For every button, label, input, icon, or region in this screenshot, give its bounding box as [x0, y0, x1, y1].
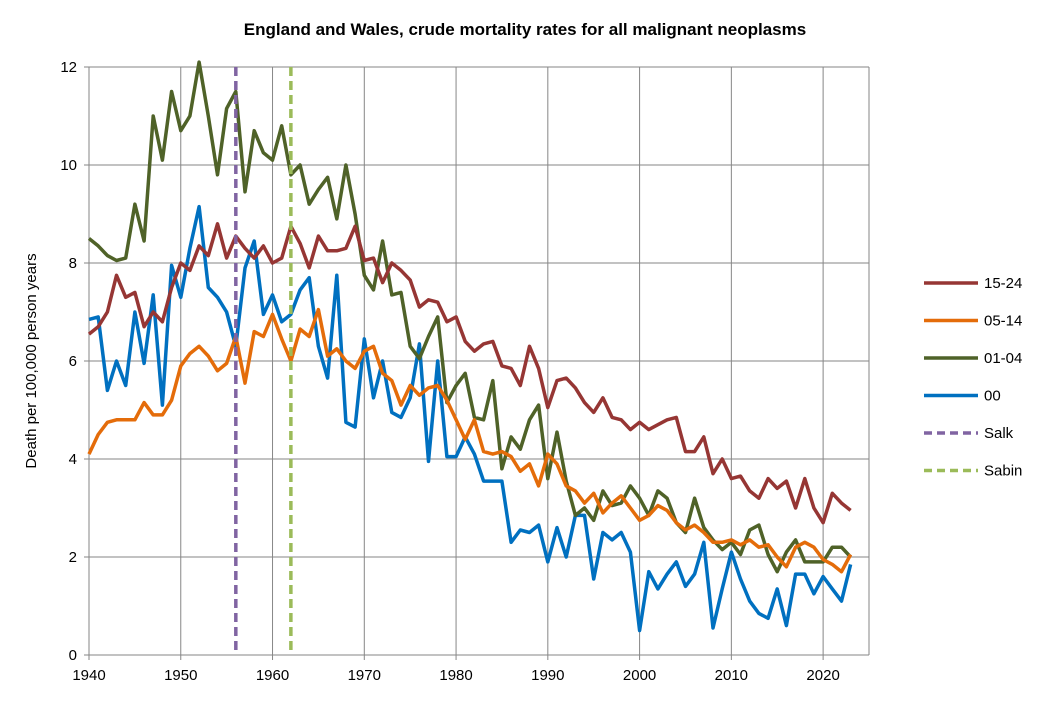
- vertical-markers: [234, 67, 293, 655]
- legend-label-15-24: 15-24: [984, 275, 1022, 292]
- y-tick-label: 8: [69, 255, 77, 272]
- x-tick-label: 1960: [256, 667, 289, 684]
- y-tick-labels: 0 2 4 6 8 10 12: [60, 59, 77, 664]
- y-tick-label: 0: [69, 647, 77, 664]
- x-tick-label: 1990: [531, 667, 564, 684]
- x-tick-label: 1970: [348, 667, 381, 684]
- series-lines: [87, 60, 853, 633]
- legend-label-05-14: 05-14: [984, 313, 1022, 330]
- x-tick-label: 2020: [806, 667, 839, 684]
- y-axis-label: Death per 100,000 person years: [23, 253, 40, 468]
- x-tick-label: 1940: [72, 667, 105, 684]
- x-tick-label: 1950: [164, 667, 197, 684]
- y-tick-label: 10: [60, 157, 77, 174]
- legend-label-00: 00: [984, 388, 1001, 405]
- x-tick-label: 2010: [715, 667, 748, 684]
- y-tick-label: 12: [60, 59, 77, 76]
- legend-label-01-04: 01-04: [984, 350, 1022, 367]
- legend-label-salk: Salk: [984, 425, 1014, 442]
- y-tick-label: 2: [69, 549, 77, 566]
- legend-label-sabin: Sabin: [984, 463, 1022, 480]
- axes: [84, 66, 869, 660]
- series-line-01-04: [87, 60, 852, 574]
- y-tick-label: 6: [69, 353, 77, 370]
- y-tick-label: 4: [69, 451, 77, 468]
- series-line-15-24: [87, 222, 852, 525]
- gridlines: [88, 66, 870, 656]
- legend: 15-24 05-14 01-04 00 Salk Sabin: [924, 275, 1022, 480]
- chart-title: England and Wales, crude mortality rates…: [244, 20, 806, 39]
- x-tick-label: 2000: [623, 667, 656, 684]
- series-line-00: [88, 204, 853, 633]
- x-tick-label: 1980: [439, 667, 472, 684]
- series-line-05-14: [87, 307, 853, 574]
- x-tick-labels: 1940 1950 1960 1970 1980 1990 2000 2010 2020: [72, 667, 839, 684]
